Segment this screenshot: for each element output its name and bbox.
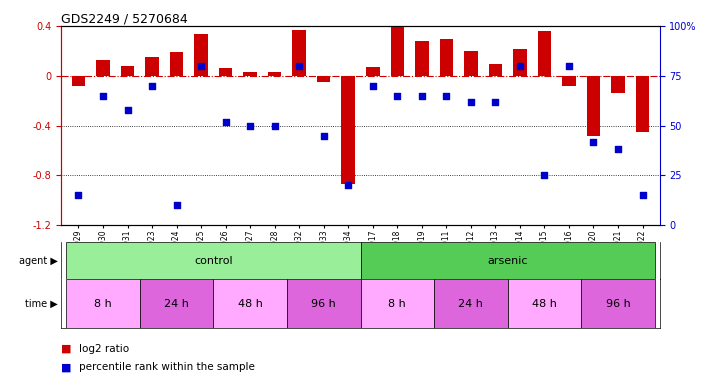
Point [367,83,379,89]
Text: 96 h: 96 h [606,299,630,309]
Text: GDS2249 / 5270684: GDS2249 / 5270684 [61,12,188,25]
Bar [440,39,453,76]
Point [73,192,84,198]
Point [441,93,452,99]
Point [269,123,280,129]
Point [97,93,109,99]
Text: percentile rank within the sample: percentile rank within the sample [79,363,255,372]
Bar [489,63,502,76]
Bar [434,279,508,328]
Point [637,192,648,198]
Bar [244,72,257,76]
Text: 8 h: 8 h [94,299,112,309]
Bar [581,279,655,328]
Point [490,99,501,105]
Bar [213,279,287,328]
Bar [415,41,428,76]
Bar [170,53,183,76]
Point [293,63,305,69]
Bar [146,57,159,76]
Point [416,93,428,99]
Point [465,99,477,105]
Bar [195,34,208,76]
Text: time ▶: time ▶ [25,299,58,309]
Text: 24 h: 24 h [164,299,189,309]
Text: ■: ■ [61,344,72,354]
Bar [268,72,281,76]
Bar [366,67,379,76]
Bar [66,279,140,328]
Point [318,133,329,139]
Bar [71,76,85,86]
Point [392,93,403,99]
Point [195,63,207,69]
Point [342,182,354,188]
Bar [360,242,655,279]
Bar [562,76,575,86]
Bar [391,26,404,76]
Bar [140,279,213,328]
Bar [636,76,650,132]
Bar [96,60,110,76]
Bar [342,76,355,184]
Text: 24 h: 24 h [459,299,483,309]
Point [514,63,526,69]
Text: 96 h: 96 h [311,299,336,309]
Text: arsenic: arsenic [487,256,528,266]
Bar [219,69,232,76]
Text: 8 h: 8 h [389,299,406,309]
Bar [287,279,360,328]
Text: 48 h: 48 h [238,299,262,309]
Point [220,118,231,124]
Bar [508,279,581,328]
Point [146,83,158,89]
Bar [360,279,434,328]
Point [539,172,550,178]
Text: control: control [194,256,233,266]
Text: agent ▶: agent ▶ [19,256,58,266]
Text: log2 ratio: log2 ratio [79,344,130,354]
Bar [120,66,134,76]
Bar [293,30,306,76]
Bar [587,76,601,136]
Bar [538,31,551,76]
Point [171,202,182,208]
Point [122,107,133,113]
Bar [317,76,330,82]
Text: 48 h: 48 h [532,299,557,309]
Bar [513,49,526,76]
Point [588,138,599,144]
Point [244,123,256,129]
Point [612,147,624,153]
Point [563,63,575,69]
Bar [66,242,360,279]
Text: ■: ■ [61,363,72,372]
Bar [611,76,625,93]
Bar [464,51,477,76]
